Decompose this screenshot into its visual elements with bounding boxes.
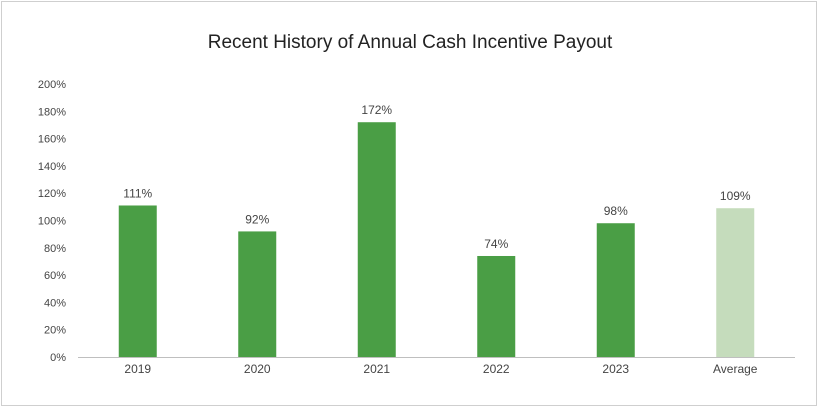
bars bbox=[118, 122, 755, 357]
category-label-2023: 2023 bbox=[602, 362, 629, 376]
y-tick-label: 80% bbox=[44, 243, 66, 255]
y-tick-label: 160% bbox=[38, 134, 66, 146]
data-label-2023: 98% bbox=[604, 204, 628, 218]
bar-2021 bbox=[357, 122, 396, 357]
y-tick-label: 60% bbox=[44, 270, 66, 282]
data-label-2021: 172% bbox=[361, 103, 392, 117]
chart-title: Recent History of Annual Cash Incentive … bbox=[207, 32, 613, 53]
bar-2020 bbox=[238, 231, 277, 357]
bar-average bbox=[716, 208, 755, 357]
y-tick-label: 120% bbox=[38, 188, 66, 200]
y-tick-label: 100% bbox=[38, 216, 66, 228]
y-tick-label: 180% bbox=[38, 106, 66, 118]
bar-2022 bbox=[477, 255, 516, 357]
bar-2023 bbox=[596, 223, 635, 357]
category-label-2020: 2020 bbox=[244, 362, 271, 376]
category-label-2022: 2022 bbox=[483, 362, 510, 376]
y-axis-ticks: 0% 20% 40% 60% 80% 100% 120% 140% 160% 180% 200% bbox=[38, 79, 66, 364]
y-tick-label: 200% bbox=[38, 79, 66, 91]
y-tick-label: 0% bbox=[50, 352, 66, 364]
data-labels: 111% 92% 172% 74% 98% 109% bbox=[123, 103, 751, 251]
bar-2019 bbox=[118, 205, 157, 357]
category-label-2021: 2021 bbox=[363, 362, 390, 376]
data-label-2019: 111% bbox=[123, 186, 152, 200]
y-tick-label: 140% bbox=[38, 161, 66, 173]
category-label-average: Average bbox=[713, 362, 758, 376]
category-label-2019: 2019 bbox=[124, 362, 151, 376]
data-label-average: 109% bbox=[720, 189, 751, 203]
y-tick-label: 40% bbox=[44, 297, 66, 309]
data-label-2020: 92% bbox=[245, 212, 269, 226]
y-tick-label: 20% bbox=[44, 325, 66, 337]
data-label-2022: 74% bbox=[484, 237, 508, 251]
x-axis-categories: 2019 2020 2021 2022 2023 Average bbox=[124, 362, 757, 376]
